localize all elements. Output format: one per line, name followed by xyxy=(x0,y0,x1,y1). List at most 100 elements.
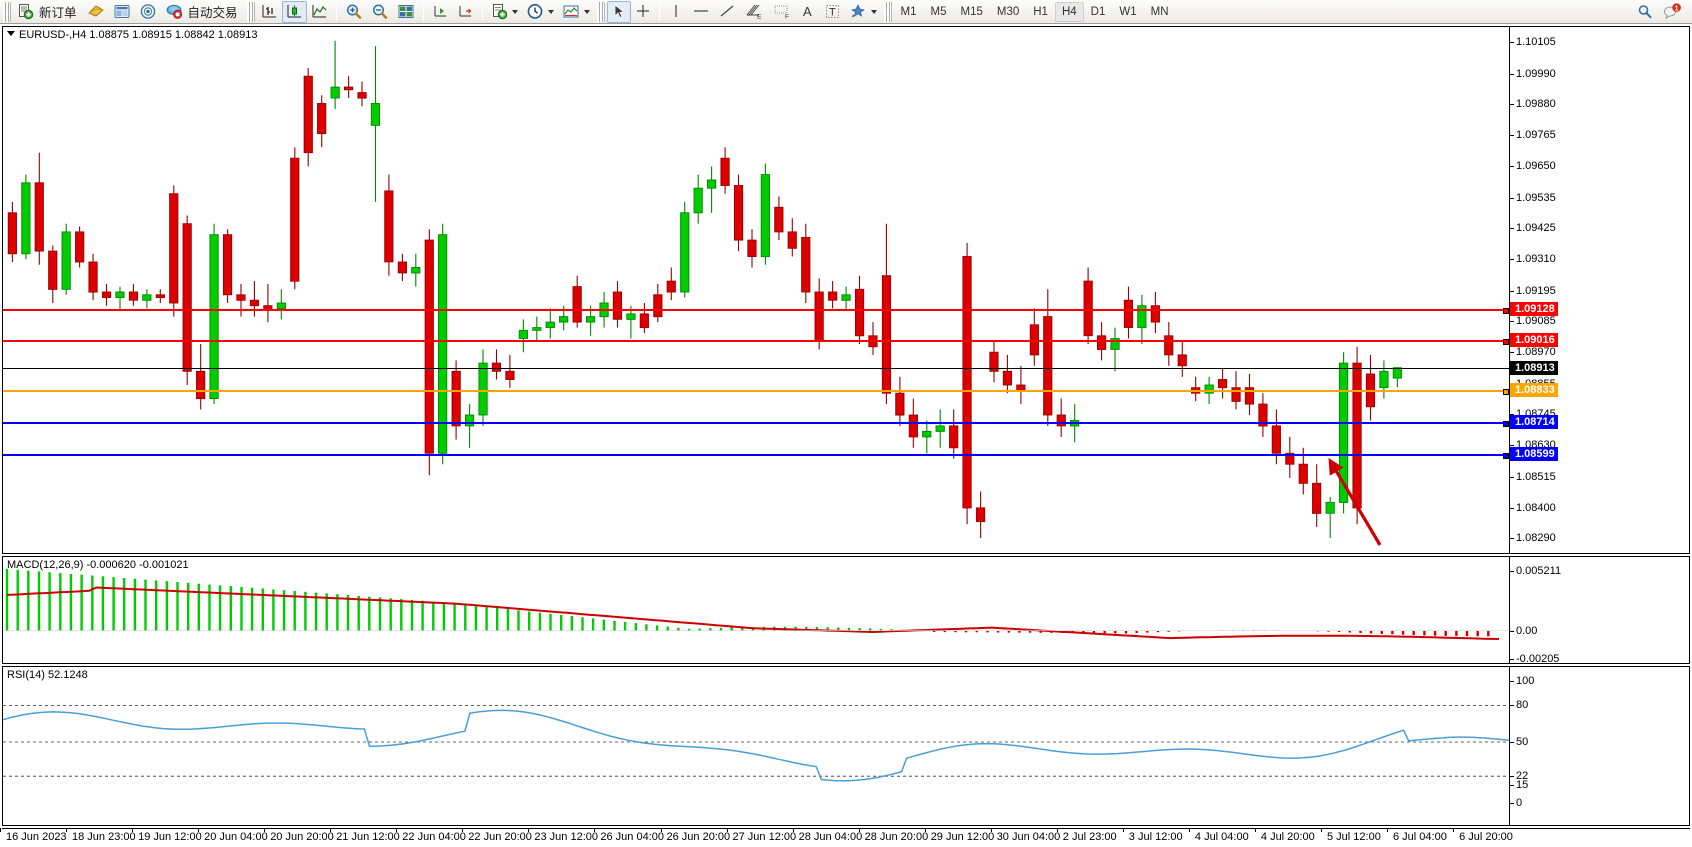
data-window-button[interactable] xyxy=(393,1,419,23)
price-label-current-price[interactable]: 1.08913 xyxy=(1510,360,1558,375)
toolbar-grip-4[interactable] xyxy=(883,1,892,22)
price-line-resistance[interactable] xyxy=(3,338,1509,345)
price-line-support[interactable] xyxy=(3,452,1509,459)
crosshair-button[interactable] xyxy=(631,1,655,23)
template-button[interactable] xyxy=(487,1,522,23)
price-label-resistance[interactable]: 1.09016 xyxy=(1510,332,1558,347)
timeframe-h4[interactable]: H4 xyxy=(1054,1,1084,22)
time-axis: 16 Jun 2023 18 Jun 23:00 19 Jun 12:00 20 Ju… xyxy=(0,828,1690,847)
macd-tick: -0.00205 xyxy=(1509,653,1560,664)
zoom-in-icon xyxy=(346,4,361,19)
price-line-handle[interactable] xyxy=(1503,338,1509,345)
price-label-resistance[interactable]: 1.09128 xyxy=(1510,302,1558,316)
timeframe-m30[interactable]: M30 xyxy=(996,5,1020,18)
price-line-resistance[interactable] xyxy=(3,308,1509,314)
objects-button[interactable] xyxy=(845,1,881,23)
macd-plot-area[interactable] xyxy=(3,557,1509,663)
price-line-handle[interactable] xyxy=(1503,421,1509,428)
price-line-support[interactable] xyxy=(3,421,1509,428)
chart-shift-icon xyxy=(458,6,471,17)
price-tick: 1.09425 xyxy=(1510,221,1556,234)
indicators-caret-icon[interactable] xyxy=(583,9,590,14)
timeframe-w1[interactable]: W1 xyxy=(1119,5,1137,18)
macd-indicator-label: MACD(12,26,9) -0.000620 -0.001021 xyxy=(7,559,189,571)
time-tick: 20 Jun 20:00 xyxy=(264,828,334,843)
period-caret-icon[interactable] xyxy=(547,9,554,14)
price-label-support[interactable]: 1.08714 xyxy=(1510,415,1558,430)
timeframe-d1[interactable]: D1 xyxy=(1090,5,1106,18)
search-button[interactable] xyxy=(1632,1,1658,23)
price-tick: 1.09765 xyxy=(1510,128,1556,141)
toolbar-grip-2[interactable] xyxy=(246,1,255,22)
time-tick: 22 Jun 20:00 xyxy=(462,828,532,843)
zoom-in-button[interactable] xyxy=(341,1,367,23)
navigator-button[interactable] xyxy=(135,1,161,23)
vertical-line-button[interactable] xyxy=(664,1,688,23)
time-tick: 27 Jun 12:00 xyxy=(726,828,797,843)
new-order-button[interactable]: 新订单 xyxy=(13,1,83,23)
line-chart-button[interactable] xyxy=(307,1,332,23)
search-icon xyxy=(1638,5,1652,19)
zoom-out-button[interactable] xyxy=(367,1,393,23)
bar-chart-button[interactable] xyxy=(257,1,282,23)
terminal-button[interactable] xyxy=(109,1,135,23)
svg-text:A: A xyxy=(803,4,812,19)
trendline-button[interactable] xyxy=(714,1,740,23)
time-tick: 26 Jun 04:00 xyxy=(594,828,665,843)
price-label-pending-order[interactable]: 1.08833 xyxy=(1510,382,1558,397)
trendline-icon xyxy=(720,5,733,17)
timeframe-h1[interactable]: H1 xyxy=(1033,5,1048,18)
time-tick: 3 Jul 12:00 xyxy=(1122,828,1183,843)
toolbar-grip-3[interactable] xyxy=(596,1,605,22)
chart-symbol-header: EURUSD-,H4 1.08875 1.08915 1.08842 1.089… xyxy=(7,29,258,41)
line-chart-icon xyxy=(311,5,326,18)
timeframe-m15[interactable]: M15 xyxy=(960,5,983,18)
toolbar-separator-1 xyxy=(335,2,337,21)
candlestick-chart-button[interactable] xyxy=(281,0,307,23)
new-order-label: 新订单 xyxy=(39,6,77,20)
price-line-current-price[interactable] xyxy=(3,367,1509,369)
autotrading-button[interactable]: 自动交易 xyxy=(161,1,244,23)
price-tick: 1.08515 xyxy=(1510,470,1556,483)
template-caret-icon[interactable] xyxy=(511,9,518,14)
fibonacci-button[interactable]: E xyxy=(740,1,768,23)
price-axis[interactable]: 1.10105 1.09990 1.09880 1.09765 1.09650 1.095… xyxy=(1509,27,1689,553)
chart-collapse-icon[interactable] xyxy=(7,31,15,36)
price-line-pending-order[interactable] xyxy=(3,388,1509,395)
rsi-plot-area[interactable] xyxy=(3,667,1509,825)
horizontal-line-button[interactable] xyxy=(688,1,714,23)
time-tick: 5 Jul 12:00 xyxy=(1321,828,1381,843)
price-line-handle[interactable] xyxy=(1503,308,1509,314)
macd-pane[interactable]: 0.005211 0.00 -0.00205 MACD(12,26,9) -0.00… xyxy=(2,556,1690,664)
chart-shift-button[interactable] xyxy=(453,1,478,23)
indicator-list-button[interactable] xyxy=(83,1,109,23)
indicators-button[interactable] xyxy=(558,1,594,23)
price-line-handle[interactable] xyxy=(1503,388,1509,395)
timeframe-mn[interactable]: MN xyxy=(1150,5,1169,18)
text-button[interactable]: A xyxy=(796,1,820,23)
price-tick: 1.10105 xyxy=(1510,36,1556,48)
cursor-button[interactable] xyxy=(606,0,631,23)
rsi-pane[interactable]: 100 80 50 22 15 0 RSI(14) 52.1248 xyxy=(2,666,1690,826)
alert-badge-count: 1 xyxy=(1675,5,1679,12)
svg-text:E: E xyxy=(757,14,762,21)
autoscroll-button[interactable] xyxy=(428,1,453,23)
text-label-button[interactable]: T xyxy=(820,1,845,23)
toolbar-grip-1[interactable] xyxy=(3,1,11,22)
price-tick: 1.09085 xyxy=(1510,314,1556,327)
price-plot-area[interactable] xyxy=(3,27,1509,553)
price-line-handle[interactable] xyxy=(1503,452,1509,459)
objects-caret-icon[interactable] xyxy=(870,9,877,14)
rsi-tick: 50 xyxy=(1509,736,1529,748)
svg-text:F: F xyxy=(785,14,789,21)
time-tick: 22 Jun 04:00 xyxy=(396,828,466,843)
time-tick: 4 Jul 20:00 xyxy=(1254,828,1315,843)
equidistant-channel-button[interactable]: F xyxy=(768,1,796,23)
price-pane[interactable]: 1.10105 1.09990 1.09880 1.09765 1.09650 1.095… xyxy=(2,26,1690,554)
timeframe-m1[interactable]: M1 xyxy=(900,5,917,18)
timeframe-m5[interactable]: M5 xyxy=(930,5,947,18)
price-label-support[interactable]: 1.08599 xyxy=(1510,446,1558,461)
alert-button[interactable]: 1 xyxy=(1658,1,1686,23)
time-tick: 26 Jun 20:00 xyxy=(660,828,731,843)
period-button[interactable] xyxy=(522,1,558,23)
